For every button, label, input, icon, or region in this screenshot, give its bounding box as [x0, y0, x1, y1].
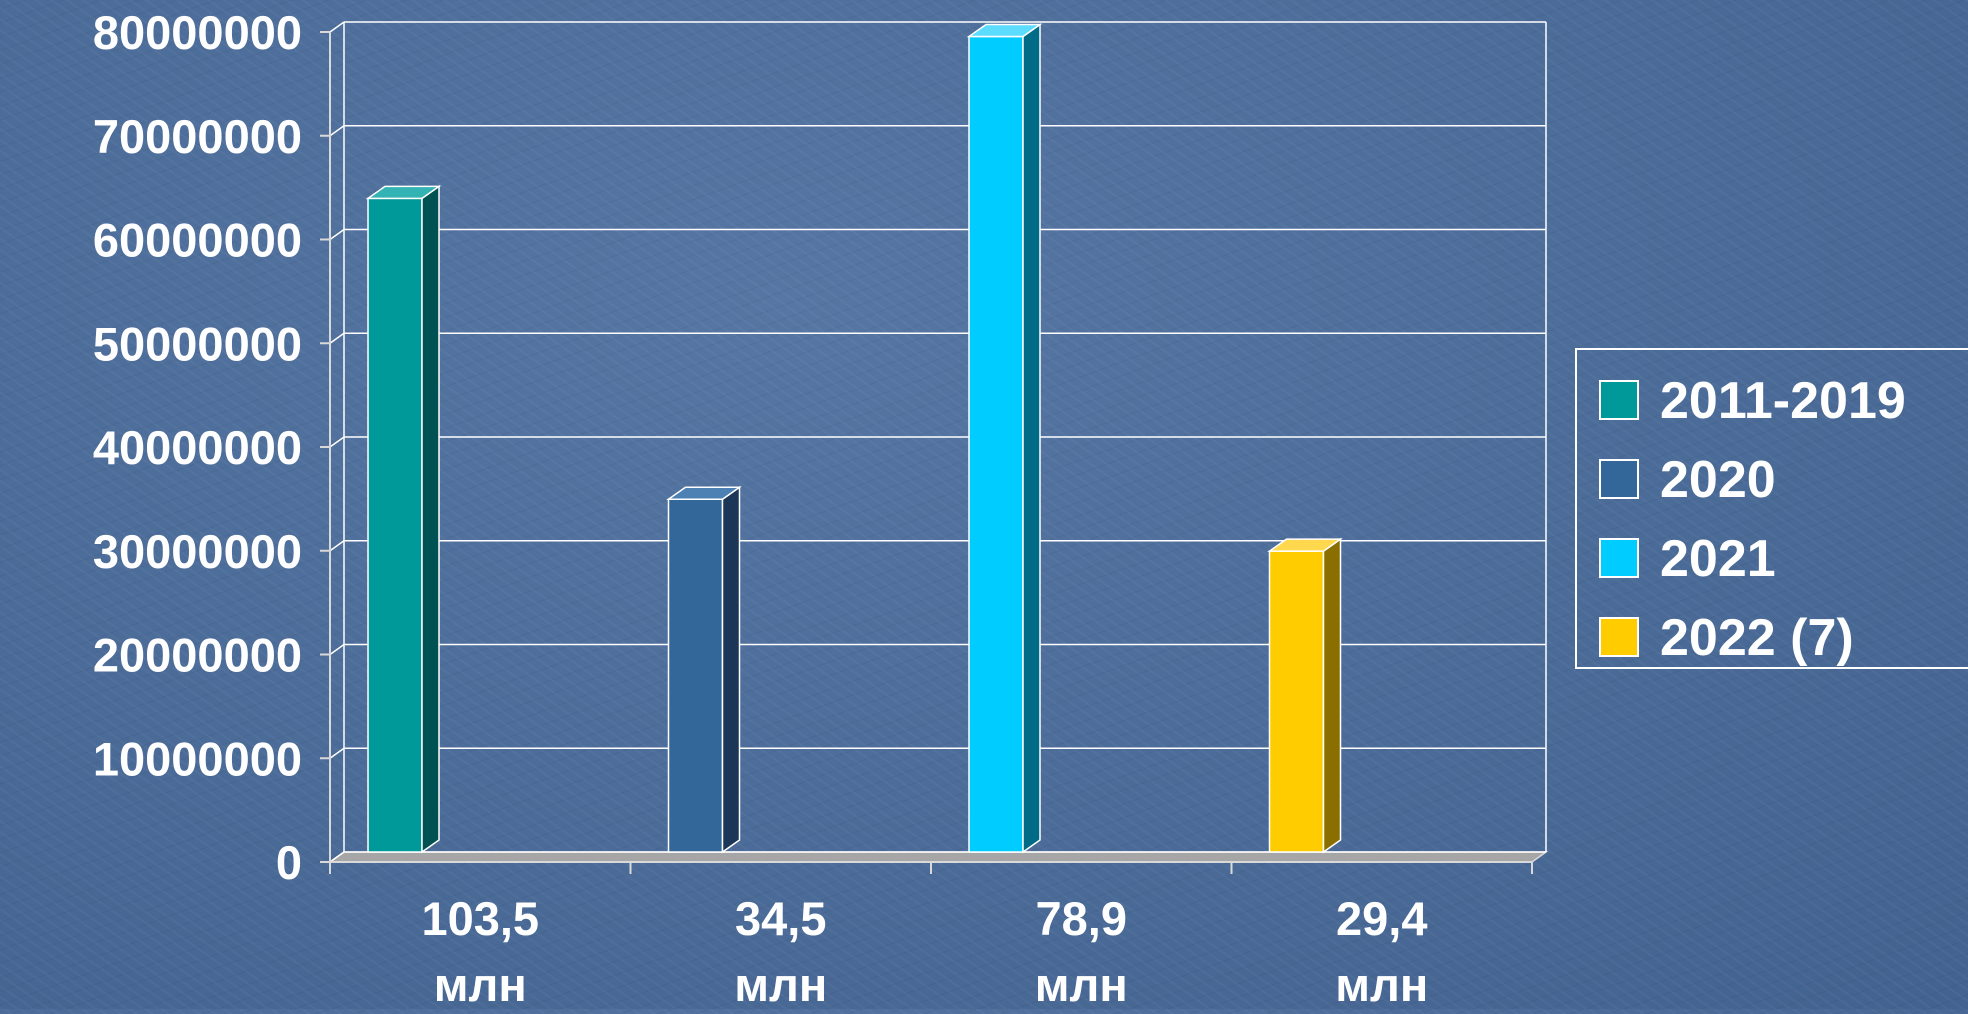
y-tick-label: 50000000	[93, 317, 302, 370]
axes	[320, 31, 1533, 874]
bar-front-face	[367, 197, 423, 853]
x-tick-label: 29,4	[1336, 892, 1427, 945]
legend-label: 2020	[1660, 451, 1776, 509]
legend-swatch	[1599, 617, 1639, 657]
bar-side-face	[1322, 537, 1342, 854]
x-tick-label: млн	[434, 958, 527, 1009]
gridline-depth	[329, 747, 345, 759]
y-tick-label: 60000000	[93, 214, 302, 267]
bars	[365, 23, 1343, 854]
bar-side-face	[721, 485, 741, 854]
legend-swatch	[1599, 380, 1639, 420]
legend-label: 2022 (7)	[1660, 609, 1854, 667]
bar	[365, 184, 442, 854]
bar	[1267, 537, 1343, 854]
y-tick-label: 30000000	[93, 525, 302, 578]
gridline-depth	[329, 540, 345, 552]
y-tick-label: 0	[276, 836, 302, 889]
x-tick-label: млн	[734, 958, 827, 1009]
bar-top-face	[966, 23, 1043, 38]
y-tick-label: 20000000	[93, 629, 302, 682]
bar-front-face	[1268, 550, 1325, 853]
legend-box	[1575, 348, 1968, 669]
gridline-depth	[329, 436, 345, 448]
bar-front-face	[667, 498, 724, 853]
bar	[666, 485, 742, 854]
legend-swatch	[1599, 459, 1639, 499]
floor-plane	[327, 851, 1549, 863]
legend-swatch	[1599, 538, 1639, 578]
legend: 2011-2019 2020 2021 2022 (7)	[1575, 348, 1968, 669]
bar-top-face	[1267, 538, 1343, 552]
bar-side-face	[1022, 23, 1041, 854]
gridline-depth	[329, 332, 345, 344]
y-tick-label: 70000000	[93, 110, 302, 163]
x-axis-tick-labels: 103,5 млн 34,5 млн 78,9 млн 29,4 млн	[421, 892, 1428, 1011]
y-tick-label: 80000000	[93, 6, 302, 59]
x-tick-label: 34,5	[735, 892, 826, 945]
legend-label: 2011-2019	[1660, 372, 1906, 430]
gridline-depth	[329, 21, 345, 33]
x-tick-label: 78,9	[1036, 892, 1127, 945]
bar	[966, 23, 1043, 854]
gridlines	[329, 21, 1547, 863]
bar-top-face	[365, 185, 442, 200]
y-tick-label: 10000000	[93, 732, 302, 785]
gridline-depth	[329, 228, 345, 241]
gridline-depth	[329, 125, 345, 137]
chart-floor	[327, 851, 1549, 863]
x-tick-label: 103,5	[421, 892, 539, 945]
bar-side-face	[421, 184, 440, 854]
y-tick-label: 40000000	[93, 421, 302, 474]
gridline-depth	[329, 851, 345, 863]
x-tick-label: млн	[1335, 958, 1428, 1009]
x-tick-label: млн	[1035, 958, 1128, 1009]
legend-label: 2021	[1660, 530, 1776, 588]
bar-top-face	[666, 486, 742, 500]
y-axis-tick-labels: 0 10000000 20000000 30000000 40000000 5000000…	[93, 6, 302, 889]
bar-front-face	[968, 35, 1024, 853]
gridline-depth	[329, 643, 345, 656]
